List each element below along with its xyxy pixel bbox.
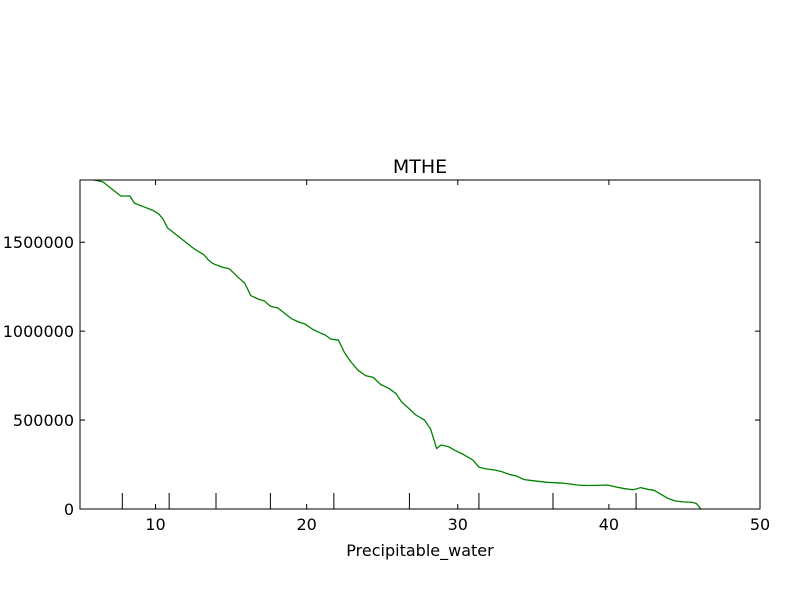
y-tick-label: 0 [64,500,74,519]
chart-title: MTHE [393,156,447,178]
plot-area: 10 20 30 40 50 0 500000 1000000 1500000 [3,179,770,534]
y-tick-label: 1000000 [3,322,74,341]
x-tick-label: 30 [448,515,468,534]
plot-frame [79,179,761,510]
x-tick-label: 20 [296,515,316,534]
y-tick-label: 1500000 [3,233,74,252]
y-tick-label: 500000 [13,411,74,430]
x-tick-label: 40 [599,515,619,534]
series-line-0 [93,180,702,509]
x-tick-label: 50 [750,515,770,534]
x-axis-label: Precipitable_water [346,541,494,561]
x-tick-label: 10 [145,515,165,534]
